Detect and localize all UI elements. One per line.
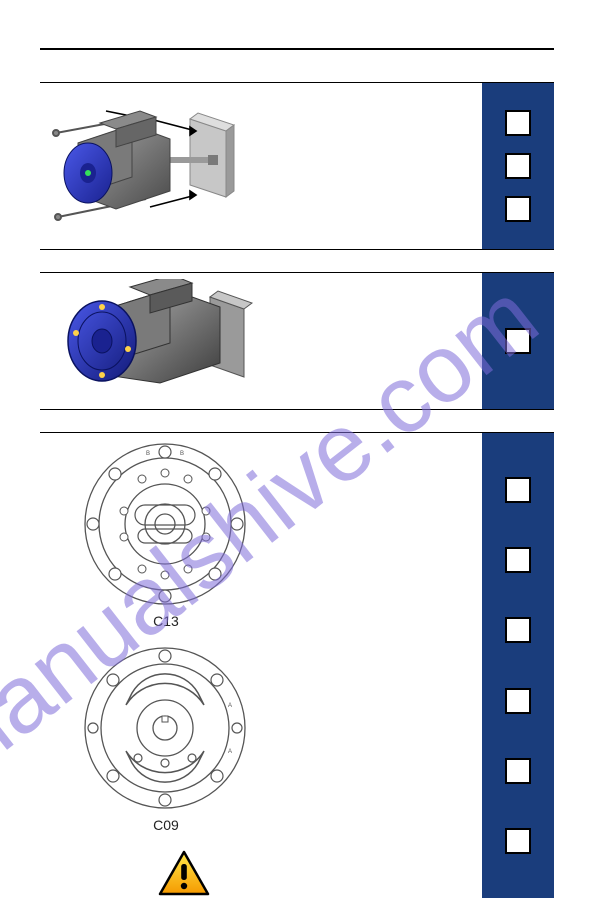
svg-text:A: A (228, 703, 232, 709)
section-2-image-area (40, 273, 482, 409)
svg-text:A: A (228, 749, 232, 755)
checkbox[interactable] (505, 617, 531, 643)
flange-c13-caption: C13 (136, 613, 196, 629)
motor-install-bracket-illustration (50, 89, 260, 239)
motor-assembled-illustration (60, 279, 260, 403)
svg-text:B: B (180, 451, 184, 457)
flange-diagram-c13: BB (80, 439, 250, 609)
checkbox[interactable] (505, 477, 531, 503)
section-1 (40, 82, 554, 250)
flange-c09-caption: C09 (136, 817, 196, 833)
section-2 (40, 272, 554, 410)
checkbox[interactable] (505, 328, 531, 354)
flange-diagram-c09: AA (80, 643, 250, 813)
checkbox[interactable] (505, 153, 531, 179)
checkbox[interactable] (505, 547, 531, 573)
checkbox[interactable] (505, 196, 531, 222)
section-1-sidebar (482, 83, 554, 249)
warning-icon (158, 850, 210, 896)
section-2-sidebar (482, 273, 554, 409)
section-3-sidebar (482, 433, 554, 898)
checkbox[interactable] (505, 828, 531, 854)
top-rule (40, 48, 554, 50)
section-1-image-area (40, 83, 482, 249)
section-3-image-area: BB C13 (40, 433, 482, 898)
svg-text:B: B (146, 451, 150, 457)
checkbox[interactable] (505, 110, 531, 136)
section-3: BB C13 (40, 432, 554, 898)
checkbox[interactable] (505, 688, 531, 714)
checkbox[interactable] (505, 758, 531, 784)
